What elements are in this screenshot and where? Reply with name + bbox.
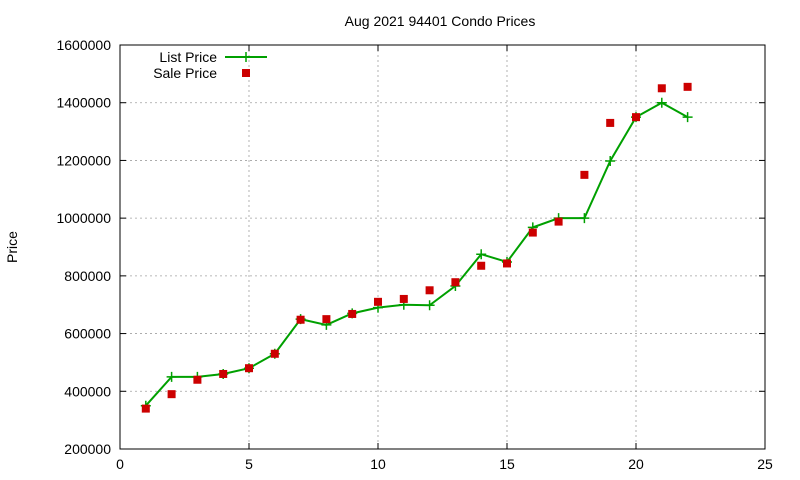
legend-label-sale-price: Sale Price bbox=[153, 65, 217, 81]
ticks: 0 5 10 15 20 25 200000 400000 600000 800000 100000… bbox=[56, 37, 773, 472]
list-price-series bbox=[140, 97, 693, 411]
y-tick-label: 200000 bbox=[64, 441, 111, 457]
y-tick-label: 1400000 bbox=[56, 95, 111, 111]
list-price-point bbox=[424, 300, 435, 311]
legend-swatch-sale-price bbox=[242, 69, 250, 77]
sale-price-point bbox=[374, 297, 382, 306]
sale-price-point bbox=[245, 364, 253, 373]
sale-price-point bbox=[503, 259, 511, 268]
y-tick-label: 1600000 bbox=[56, 37, 111, 53]
list-price-point bbox=[605, 156, 616, 167]
sale-price-series bbox=[141, 82, 692, 413]
plot-frame bbox=[119, 44, 766, 450]
list-price-point bbox=[166, 371, 177, 382]
sale-price-point bbox=[322, 315, 331, 324]
y-axis-label: Price bbox=[4, 231, 20, 263]
list-price-point bbox=[656, 97, 667, 108]
sale-price-point bbox=[141, 404, 150, 413]
sale-price-point bbox=[270, 349, 279, 358]
sale-price-point bbox=[451, 278, 460, 287]
x-tick-label: 5 bbox=[245, 456, 253, 472]
sale-price-point bbox=[554, 217, 563, 226]
y-tick-label: 800000 bbox=[64, 268, 111, 284]
x-tick-label: 15 bbox=[499, 456, 515, 472]
sale-price-point bbox=[425, 286, 434, 295]
sale-price-point bbox=[657, 84, 666, 93]
sale-price-point bbox=[632, 113, 640, 122]
y-tick-label: 400000 bbox=[64, 383, 111, 399]
sale-price-point bbox=[606, 118, 615, 127]
sale-price-point bbox=[296, 315, 305, 324]
legend-label-list-price: List Price bbox=[159, 49, 217, 65]
x-tick-label: 10 bbox=[370, 456, 386, 472]
y-tick-label: 600000 bbox=[64, 326, 111, 342]
list-price-point bbox=[476, 249, 487, 260]
y-tick-label: 1200000 bbox=[56, 152, 111, 168]
x-tick-label: 0 bbox=[116, 456, 124, 472]
sale-price-point bbox=[193, 375, 202, 384]
chart-title: Aug 2021 94401 Condo Prices bbox=[345, 13, 536, 29]
sale-price-point bbox=[683, 82, 692, 91]
sale-price-point bbox=[167, 390, 176, 399]
sale-price-point bbox=[477, 261, 486, 270]
sale-price-point bbox=[348, 309, 357, 318]
sale-price-point bbox=[219, 369, 228, 378]
legend-marker-list-price bbox=[241, 52, 251, 62]
x-tick-label: 25 bbox=[757, 456, 773, 472]
list-price-point bbox=[579, 213, 590, 224]
sale-price-point bbox=[580, 170, 589, 179]
sale-price-point bbox=[399, 294, 408, 303]
y-tick-label: 1000000 bbox=[56, 210, 111, 226]
sale-price-point bbox=[528, 228, 537, 237]
list-price-point bbox=[682, 112, 693, 123]
series-layer bbox=[140, 82, 693, 413]
list-price-line bbox=[145, 101, 689, 407]
x-tick-label: 20 bbox=[628, 456, 644, 472]
grid bbox=[120, 45, 765, 449]
